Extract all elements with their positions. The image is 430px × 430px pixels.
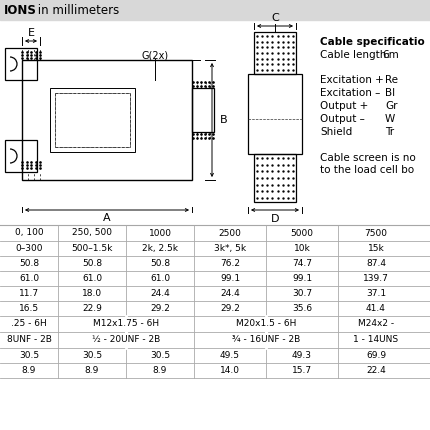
- Text: B: B: [220, 115, 227, 125]
- Text: 50.8: 50.8: [19, 259, 39, 268]
- Text: W: W: [385, 114, 395, 124]
- Bar: [254, 154, 296, 202]
- Bar: [55, 93, 130, 147]
- Text: 14.0: 14.0: [220, 366, 240, 375]
- Text: 1 - 14UNS: 1 - 14UNS: [353, 335, 399, 344]
- Text: 22.9: 22.9: [82, 304, 102, 313]
- Text: 41.4: 41.4: [366, 304, 386, 313]
- Bar: [5, 48, 37, 80]
- Text: 22.4: 22.4: [366, 366, 386, 375]
- Text: Cable screen is no: Cable screen is no: [320, 153, 416, 163]
- Bar: [192, 88, 214, 132]
- Text: A: A: [103, 213, 111, 223]
- Text: 139.7: 139.7: [363, 274, 389, 283]
- Text: 30.5: 30.5: [19, 351, 39, 360]
- Text: 250, 500: 250, 500: [72, 228, 112, 237]
- Text: 30.5: 30.5: [82, 351, 102, 360]
- Text: Cable length:: Cable length:: [320, 50, 390, 60]
- Text: 74.7: 74.7: [292, 259, 312, 268]
- Text: Excitation –: Excitation –: [320, 88, 381, 98]
- Text: 15.7: 15.7: [292, 366, 312, 375]
- Bar: [0, 0, 430, 20]
- Text: 99.1: 99.1: [220, 274, 240, 283]
- Text: 76.2: 76.2: [220, 259, 240, 268]
- Text: IONS: IONS: [4, 3, 37, 16]
- Text: Output –: Output –: [320, 114, 365, 124]
- Text: 49.5: 49.5: [220, 351, 240, 360]
- Text: 15k: 15k: [368, 244, 384, 253]
- Text: 1000: 1000: [148, 228, 172, 237]
- Text: 8.9: 8.9: [153, 366, 167, 375]
- Text: 10k: 10k: [294, 244, 310, 253]
- Text: 8UNF - 2B: 8UNF - 2B: [6, 335, 52, 344]
- Text: 0, 100: 0, 100: [15, 228, 43, 237]
- Text: E: E: [28, 28, 34, 38]
- Text: 50.8: 50.8: [150, 259, 170, 268]
- Text: 35.6: 35.6: [292, 304, 312, 313]
- Text: 99.1: 99.1: [292, 274, 312, 283]
- Text: 8.9: 8.9: [22, 366, 36, 375]
- Text: 87.4: 87.4: [366, 259, 386, 268]
- Text: D: D: [271, 214, 279, 224]
- Bar: [0, 20, 430, 270]
- Text: Bl: Bl: [385, 88, 395, 98]
- Text: 69.9: 69.9: [366, 351, 386, 360]
- Text: M24x2 -: M24x2 -: [358, 319, 394, 329]
- Text: G(2x): G(2x): [141, 50, 169, 60]
- Text: in millimeters: in millimeters: [34, 3, 119, 16]
- Text: 16.5: 16.5: [19, 304, 39, 313]
- Text: Gr: Gr: [385, 101, 397, 111]
- Text: 11.7: 11.7: [19, 289, 39, 298]
- Bar: [50, 88, 135, 152]
- Text: Re: Re: [385, 75, 398, 85]
- Text: Shield: Shield: [320, 127, 352, 137]
- Text: 7500: 7500: [365, 228, 387, 237]
- Text: 500–1.5k: 500–1.5k: [71, 244, 113, 253]
- Text: Cable specificatio: Cable specificatio: [320, 37, 425, 47]
- Text: 18.0: 18.0: [82, 289, 102, 298]
- Text: M12x1.75 - 6H: M12x1.75 - 6H: [93, 319, 159, 329]
- Bar: [5, 140, 37, 172]
- Text: 49.3: 49.3: [292, 351, 312, 360]
- Text: 5000: 5000: [291, 228, 313, 237]
- Text: 0–300: 0–300: [15, 244, 43, 253]
- Text: Tr: Tr: [385, 127, 394, 137]
- Text: 30.7: 30.7: [292, 289, 312, 298]
- Text: 24.4: 24.4: [150, 289, 170, 298]
- Bar: [248, 74, 302, 154]
- Text: ¾ - 16UNF - 2B: ¾ - 16UNF - 2B: [232, 335, 300, 344]
- Text: 29.2: 29.2: [150, 304, 170, 313]
- Bar: [0, 225, 430, 380]
- Text: 24.4: 24.4: [220, 289, 240, 298]
- Bar: [22, 60, 192, 180]
- Text: 8.9: 8.9: [85, 366, 99, 375]
- Text: 61.0: 61.0: [150, 274, 170, 283]
- Text: 2500: 2500: [218, 228, 241, 237]
- Text: to the load cell bo: to the load cell bo: [320, 165, 414, 175]
- Text: .25 - 6H: .25 - 6H: [11, 319, 47, 329]
- Text: Excitation +: Excitation +: [320, 75, 384, 85]
- Text: C: C: [271, 13, 279, 23]
- Text: 50.8: 50.8: [82, 259, 102, 268]
- Text: 61.0: 61.0: [82, 274, 102, 283]
- Text: 37.1: 37.1: [366, 289, 386, 298]
- Text: 6m: 6m: [382, 50, 399, 60]
- Bar: [254, 32, 296, 74]
- Text: 2k, 2.5k: 2k, 2.5k: [142, 244, 178, 253]
- Text: Output +: Output +: [320, 101, 368, 111]
- Text: 29.2: 29.2: [220, 304, 240, 313]
- Text: 61.0: 61.0: [19, 274, 39, 283]
- Text: M20x1.5 - 6H: M20x1.5 - 6H: [236, 319, 296, 329]
- Text: 30.5: 30.5: [150, 351, 170, 360]
- Text: ½ - 20UNF - 2B: ½ - 20UNF - 2B: [92, 335, 160, 344]
- Text: 3k*, 5k: 3k*, 5k: [214, 244, 246, 253]
